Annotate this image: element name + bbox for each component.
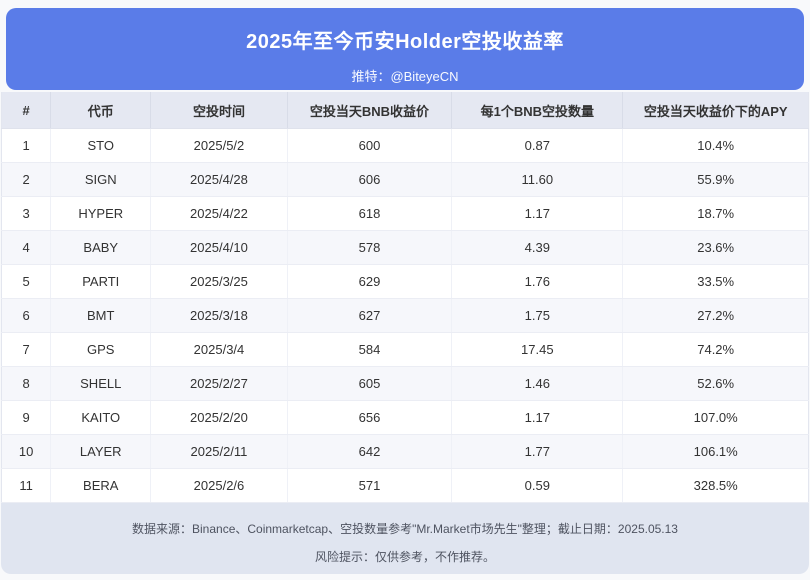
cell-apy: 10.4% — [622, 128, 809, 163]
cell-airdrop-date: 2025/3/18 — [150, 298, 288, 333]
table-row: 5 PARTI 2025/3/25 629 1.76 33.5% — [1, 264, 809, 299]
cell-amount-per-bnb: 1.77 — [451, 434, 624, 469]
cell-apy: 27.2% — [622, 298, 809, 333]
column-header-apy: 空投当天收益价下的APY — [622, 92, 809, 129]
table-row: 7 GPS 2025/3/4 584 17.45 74.2% — [1, 332, 809, 367]
cell-airdrop-date: 2025/4/22 — [150, 196, 288, 231]
cell-index: 2 — [1, 162, 52, 197]
table-row: 11 BERA 2025/2/6 571 0.59 328.5% — [1, 468, 809, 503]
risk-note: 风险提示：仅供参考，不作推荐。 — [314, 550, 495, 564]
cell-airdrop-date: 2025/4/10 — [150, 230, 288, 265]
cell-index: 8 — [1, 366, 52, 401]
cell-index: 3 — [1, 196, 52, 231]
table-row: 3 HYPER 2025/4/22 618 1.17 18.7% — [1, 196, 809, 231]
cell-bnb-price: 642 — [287, 434, 453, 469]
table-row: 1 STO 2025/5/2 600 0.87 10.4% — [1, 128, 809, 163]
cell-index: 5 — [1, 264, 52, 299]
cell-token: SHELL — [50, 366, 152, 401]
cell-amount-per-bnb: 1.17 — [451, 400, 624, 435]
cell-apy: 328.5% — [622, 468, 809, 503]
cell-airdrop-date: 2025/3/25 — [150, 264, 288, 299]
column-header-index: # — [1, 92, 52, 129]
cell-apy: 106.1% — [622, 434, 809, 469]
cell-bnb-price: 600 — [287, 128, 453, 163]
cell-token: BABY — [50, 230, 152, 265]
cell-amount-per-bnb: 0.87 — [451, 128, 624, 163]
cell-airdrop-date: 2025/2/6 — [150, 468, 288, 503]
cell-apy: 33.5% — [622, 264, 809, 299]
table-row: 4 BABY 2025/4/10 578 4.39 23.6% — [1, 230, 809, 265]
cell-amount-per-bnb: 11.60 — [451, 162, 624, 197]
cell-bnb-price: 618 — [287, 196, 453, 231]
cell-index: 11 — [1, 468, 52, 503]
cell-bnb-price: 629 — [287, 264, 453, 299]
cell-airdrop-date: 2025/2/11 — [150, 434, 288, 469]
cell-apy: 74.2% — [622, 332, 809, 367]
column-header-token: 代币 — [50, 92, 152, 129]
column-header-bnb-price: 空投当天BNB收益价 — [287, 92, 453, 129]
cell-token: BMT — [50, 298, 152, 333]
cell-token: LAYER — [50, 434, 152, 469]
cell-bnb-price: 606 — [287, 162, 453, 197]
page-title: 2025年至今币安Holder空投收益率 — [246, 31, 564, 53]
twitter-handle: 推特：@BiteyeCN — [351, 69, 459, 84]
cell-airdrop-date: 2025/2/20 — [150, 400, 288, 435]
cell-bnb-price: 571 — [287, 468, 453, 503]
cell-amount-per-bnb: 1.76 — [451, 264, 624, 299]
column-header-amount-per-bnb: 每1个BNB空投数量 — [451, 92, 624, 129]
cell-token: HYPER — [50, 196, 152, 231]
cell-token: PARTI — [50, 264, 152, 299]
cell-index: 6 — [1, 298, 52, 333]
cell-index: 9 — [1, 400, 52, 435]
table-header-row: # 代币 空投时间 空投当天BNB收益价 每1个BNB空投数量 空投当天收益价下… — [1, 92, 809, 129]
airdrop-table: # 代币 空投时间 空投当天BNB收益价 每1个BNB空投数量 空投当天收益价下… — [1, 92, 809, 503]
cell-apy: 23.6% — [622, 230, 809, 265]
cell-airdrop-date: 2025/3/4 — [150, 332, 288, 367]
cell-token: SIGN — [50, 162, 152, 197]
cell-bnb-price: 656 — [287, 400, 453, 435]
cell-amount-per-bnb: 1.17 — [451, 196, 624, 231]
cell-apy: 18.7% — [622, 196, 809, 231]
cell-token: KAITO — [50, 400, 152, 435]
cell-airdrop-date: 2025/4/28 — [150, 162, 288, 197]
cell-index: 7 — [1, 332, 52, 367]
cell-bnb-price: 584 — [287, 332, 453, 367]
cell-index: 10 — [1, 434, 52, 469]
table-row: 9 KAITO 2025/2/20 656 1.17 107.0% — [1, 400, 809, 435]
table-body: 1 STO 2025/5/2 600 0.87 10.4% 2 SIGN 2025/4/28 60… — [1, 128, 809, 503]
header-banner: 2025年至今币安Holder空投收益率 推特：@BiteyeCN — [6, 8, 804, 90]
cell-bnb-price: 627 — [287, 298, 453, 333]
cell-token: GPS — [50, 332, 152, 367]
cell-amount-per-bnb: 1.75 — [451, 298, 624, 333]
column-header-airdrop-date: 空投时间 — [150, 92, 288, 129]
table-row: 6 BMT 2025/3/18 627 1.75 27.2% — [1, 298, 809, 333]
cell-amount-per-bnb: 1.46 — [451, 366, 624, 401]
cell-apy: 107.0% — [622, 400, 809, 435]
cell-index: 4 — [1, 230, 52, 265]
cell-amount-per-bnb: 4.39 — [451, 230, 624, 265]
cell-apy: 55.9% — [622, 162, 809, 197]
table-row: 2 SIGN 2025/4/28 606 11.60 55.9% — [1, 162, 809, 197]
cell-index: 1 — [1, 128, 52, 163]
table-row: 10 LAYER 2025/2/11 642 1.77 106.1% — [1, 434, 809, 469]
cell-amount-per-bnb: 0.59 — [451, 468, 624, 503]
data-source-note: 数据来源：Binance、Coinmarketcap、空投数量参考"Mr.Mar… — [132, 522, 678, 536]
table-row: 8 SHELL 2025/2/27 605 1.46 52.6% — [1, 366, 809, 401]
cell-airdrop-date: 2025/5/2 — [150, 128, 288, 163]
cell-apy: 52.6% — [622, 366, 809, 401]
cell-token: STO — [50, 128, 152, 163]
footer: 数据来源：Binance、Coinmarketcap、空投数量参考"Mr.Mar… — [1, 503, 809, 574]
cell-airdrop-date: 2025/2/27 — [150, 366, 288, 401]
cell-bnb-price: 605 — [287, 366, 453, 401]
cell-amount-per-bnb: 17.45 — [451, 332, 624, 367]
cell-bnb-price: 578 — [287, 230, 453, 265]
cell-token: BERA — [50, 468, 152, 503]
